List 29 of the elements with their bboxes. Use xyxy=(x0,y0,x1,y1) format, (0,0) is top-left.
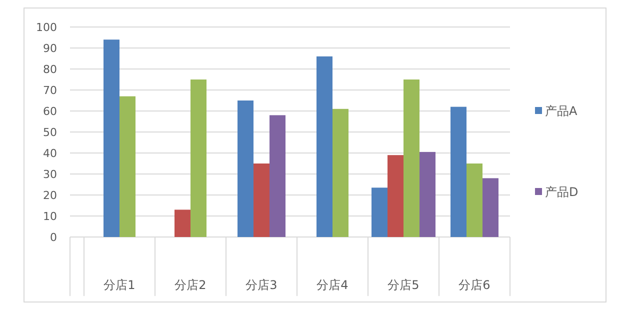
y-tick-label: 60 xyxy=(43,105,57,118)
x-tick-label: 分店2 xyxy=(174,278,206,292)
y-tick-label: 50 xyxy=(43,126,57,139)
bar xyxy=(120,96,136,237)
bar xyxy=(332,108,348,237)
bar xyxy=(270,115,286,237)
y-tick-label: 20 xyxy=(43,189,57,202)
bar xyxy=(174,210,190,237)
y-tick-label: 0 xyxy=(50,231,57,244)
y-tick-label: 40 xyxy=(43,147,57,160)
bar xyxy=(388,155,404,237)
x-tick-label: 分店4 xyxy=(316,278,348,292)
bar xyxy=(450,106,466,237)
y-tick-label: 80 xyxy=(43,63,57,76)
y-tick-label: 10 xyxy=(43,210,57,223)
x-tick-label: 分店1 xyxy=(104,278,136,292)
y-tick-label: 90 xyxy=(43,42,57,55)
bar xyxy=(482,178,498,237)
y-tick-label: 100 xyxy=(36,21,57,34)
x-tick-label: 分店3 xyxy=(246,278,278,292)
y-tick-label: 30 xyxy=(43,168,57,181)
bar xyxy=(238,100,254,237)
bar xyxy=(190,80,206,237)
x-tick-label: 分店6 xyxy=(458,278,490,292)
x-tick-label: 分店5 xyxy=(388,278,420,292)
bar xyxy=(404,80,420,237)
legend-label: 产品D xyxy=(545,185,578,199)
legend-label: 产品A xyxy=(545,104,578,118)
y-tick-label: 70 xyxy=(43,84,57,97)
